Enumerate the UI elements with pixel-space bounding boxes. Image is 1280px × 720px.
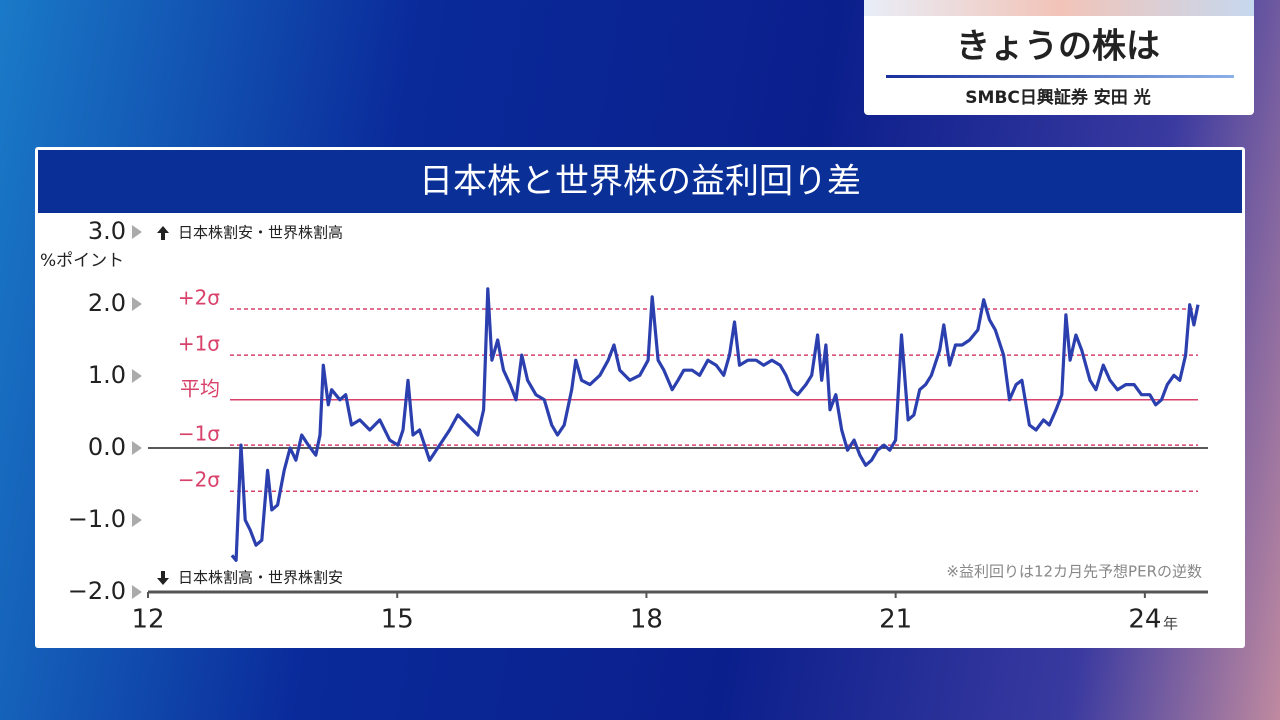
data-line: [230, 287, 1200, 562]
reference-label: +2σ: [178, 286, 220, 310]
y-tick-mark: [132, 369, 142, 383]
x-tick-label: 18: [630, 605, 663, 635]
down-arrow: [157, 571, 169, 585]
x-tick-label: 15: [381, 605, 414, 635]
header-title: きょうの株は: [956, 27, 1160, 67]
header-stripe: [864, 0, 1254, 16]
chart-title: 日本株と世界株の益利回り差: [419, 162, 861, 202]
reference-label: +1σ: [178, 332, 220, 356]
reference-label: −1σ: [178, 422, 220, 446]
y-tick-label: 3.0: [88, 217, 126, 245]
x-unit: 年: [1163, 615, 1178, 633]
chart-panel: [35, 147, 1245, 648]
y-tick-mark: [132, 441, 142, 455]
y-tick-label: −2.0: [68, 577, 126, 605]
y-tick-mark: [132, 225, 142, 239]
header-box: [864, 0, 1254, 115]
title-bar: [38, 150, 1242, 213]
annotation-bottom: 日本株割高・世界株割安: [178, 569, 343, 587]
header-subtitle: SMBC日興証券 安田 光: [965, 87, 1150, 108]
note: ※益利回りは12カ月先予想PERの逆数: [946, 563, 1202, 581]
up-arrow: [157, 226, 169, 240]
y-tick-label: −1.0: [68, 505, 126, 533]
x-tick-label: 21: [879, 605, 912, 635]
y-tick-mark: [132, 297, 142, 311]
y-tick-label: 0.0: [88, 433, 126, 461]
header-rule: [886, 75, 1234, 78]
y-tick-mark: [132, 585, 142, 599]
annotation-top: 日本株割安・世界株割高: [178, 224, 343, 242]
y-tick-label: 2.0: [88, 289, 126, 317]
reference-label: 平均: [180, 376, 220, 400]
y-tick-mark: [132, 513, 142, 527]
x-tick-label: 12: [131, 605, 164, 635]
reference-label: −2σ: [178, 468, 220, 492]
y-tick-label: 1.0: [88, 361, 126, 389]
y-unit: %ポイント: [40, 251, 124, 271]
x-tick-label: 24: [1128, 605, 1161, 635]
